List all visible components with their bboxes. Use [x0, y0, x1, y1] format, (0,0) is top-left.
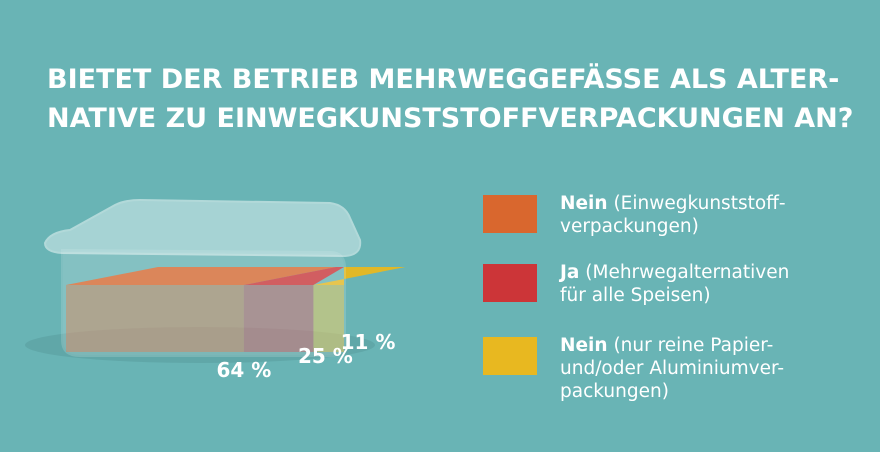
- legend: Nein (Einwegkunststoff-verpackungen) Ja (…: [483, 193, 789, 402]
- segment-top: [313, 267, 406, 285]
- segment-top: [66, 267, 336, 285]
- legend-text: und/oder Aluminiumver-: [560, 358, 784, 379]
- container-body: [61, 248, 346, 357]
- value-label: 11 %: [341, 330, 396, 354]
- legend-description: und/oder Aluminiumver-: [560, 358, 784, 379]
- legend-text: Ja (Mehrwegalternativen: [558, 262, 789, 283]
- segment-front: [66, 285, 244, 352]
- legend-text: packungen): [560, 381, 669, 402]
- legend-swatch: [483, 337, 537, 375]
- container-lid: [43, 198, 362, 258]
- legend-name: Ja: [558, 262, 579, 283]
- legend-description: (nur reine Papier-: [613, 335, 773, 356]
- title-line: NATIVE ZU EINWEGKUNSTSTOFFVERPACKUNGEN A…: [47, 103, 853, 134]
- legend-description: packungen): [560, 381, 669, 402]
- value-label: 64 %: [216, 358, 271, 382]
- container-content: [66, 267, 406, 352]
- title-line: BIETET DER BETRIEB MEHRWEGGEFÄSSE ALS AL…: [47, 63, 839, 95]
- legend-description: verpackungen): [560, 216, 699, 237]
- segment: [66, 267, 336, 352]
- legend-text: Nein (nur reine Papier-: [560, 335, 773, 356]
- legend-swatch: [483, 195, 537, 233]
- segment-top: [243, 267, 344, 285]
- legend-text: für alle Speisen): [560, 285, 711, 306]
- legend-description: (Mehrwegalternativen: [585, 262, 789, 283]
- legend-description: (Einwegkunststoff-: [613, 193, 785, 214]
- segment: [243, 267, 344, 352]
- legend-description: für alle Speisen): [560, 285, 711, 306]
- value-labels: 64 % 25 %11 %: [216, 330, 395, 382]
- segment-front: [243, 285, 314, 352]
- segment-front: [313, 285, 344, 352]
- value-label: 25 %: [298, 344, 353, 368]
- shadow: [25, 327, 375, 363]
- legend-name: Nein: [560, 335, 608, 356]
- legend-swatch: [483, 264, 537, 302]
- legend-name: Nein: [560, 193, 608, 214]
- legend-text: Nein (Einwegkunststoff-: [560, 193, 786, 214]
- segment: [313, 267, 406, 352]
- legend-text: verpackungen): [560, 216, 699, 237]
